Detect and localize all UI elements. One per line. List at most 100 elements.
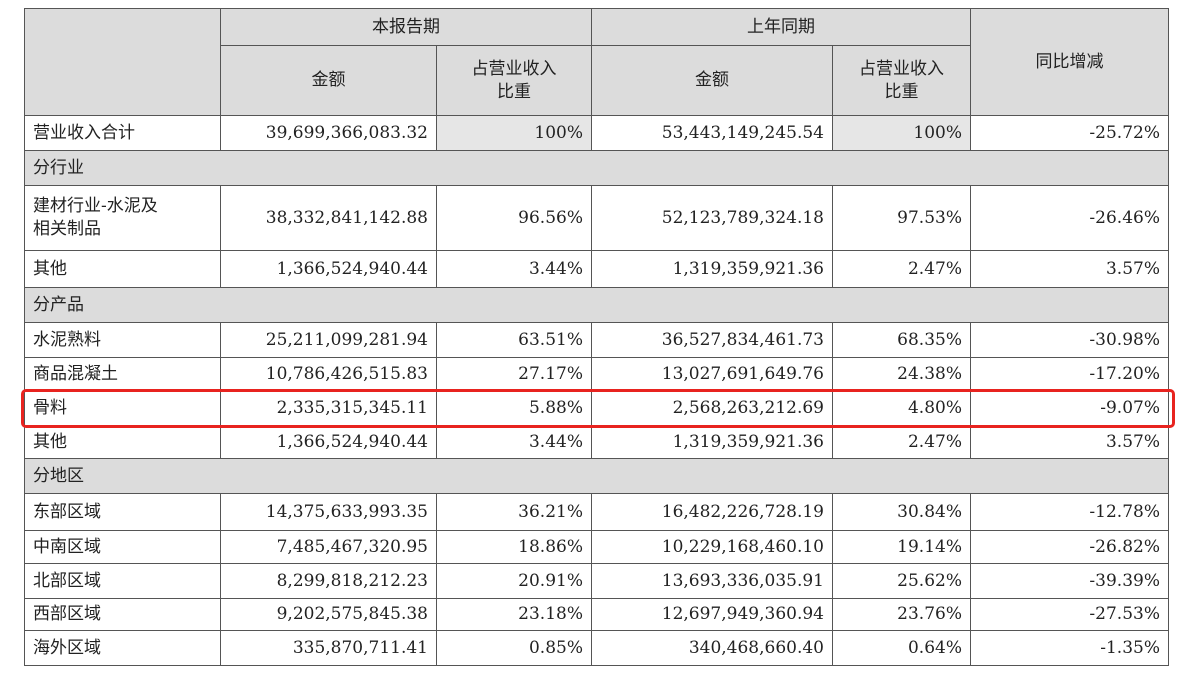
value-cell: 0.64% — [832, 630, 971, 666]
value-cell: 340,468,660.40 — [591, 630, 833, 666]
data-row: 营业收入合计 39,699,366,083.32 100% 53,443,149,24… — [24, 115, 1169, 151]
value-cell: 30.84% — [832, 493, 971, 531]
row-label: 营业收入合计 — [24, 115, 221, 151]
value-cell: 18.86% — [436, 530, 592, 564]
value-cell: 1,366,524,940.44 — [220, 425, 437, 459]
group-header: 本报告期 — [220, 8, 592, 46]
data-row: 西部区域 9,202,575,845.38 23.18% 12,697,949,360… — [24, 598, 1169, 631]
group-header: 上年同期 — [591, 8, 971, 46]
data-row: 水泥熟料 25,211,099,281.94 63.51% 36,527,834,46… — [24, 322, 1169, 358]
value-cell: 13,027,691,649.76 — [591, 357, 833, 391]
data-row: 建材行业-水泥及 相关制品 38,332,841,142.88 96.56% 52,1… — [24, 185, 1169, 251]
value-cell: 1,319,359,921.36 — [591, 250, 833, 288]
column-header: 金额 — [591, 45, 833, 116]
row-label: 北部区域 — [24, 563, 221, 599]
value-cell: 68.35% — [832, 322, 971, 358]
value-cell: 10,786,426,515.83 — [220, 357, 437, 391]
value-cell: 3.57% — [970, 250, 1169, 288]
value-cell: 38,332,841,142.88 — [220, 185, 437, 251]
value-cell: -30.98% — [970, 322, 1169, 358]
value-cell: 9,202,575,845.38 — [220, 598, 437, 631]
data-row: 其他 1,366,524,940.44 3.44% 1,319,359,921.36 2… — [24, 425, 1169, 459]
value-cell: 52,123,789,324.18 — [591, 185, 833, 251]
value-cell: 2.47% — [832, 250, 971, 288]
value-cell: -27.53% — [970, 598, 1169, 631]
column-header: 占营业收入 比重 — [832, 45, 971, 116]
value-cell: 53,443,149,245.54 — [591, 115, 833, 151]
value-cell: 39,699,366,083.32 — [220, 115, 437, 151]
data-row: 骨料 2,335,315,345.11 5.88% 2,568,263,212.69 4… — [24, 390, 1169, 426]
value-cell: 3.44% — [436, 425, 592, 459]
revenue-table: 本报告期 上年同期 同比增减 金额 占营业收入 比重 金额 占营业收入 比重 营… — [24, 8, 1169, 666]
value-cell: 2,335,315,345.11 — [220, 390, 437, 426]
value-cell: 16,482,226,728.19 — [591, 493, 833, 531]
value-cell: 19.14% — [832, 530, 971, 564]
value-cell: -26.82% — [970, 530, 1169, 564]
row-label: 其他 — [24, 425, 221, 459]
section-row: 分地区 — [24, 458, 1169, 494]
value-cell: 10,229,168,460.10 — [591, 530, 833, 564]
column-header: 同比增减 — [970, 8, 1169, 116]
data-row: 中南区域 7,485,467,320.95 18.86% 10,229,168,460… — [24, 530, 1169, 564]
value-cell: 0.85% — [436, 630, 592, 666]
section-label: 分行业 — [24, 150, 1169, 186]
value-cell: 2.47% — [832, 425, 971, 459]
value-cell: 36,527,834,461.73 — [591, 322, 833, 358]
row-label: 海外区域 — [24, 630, 221, 666]
value-cell: -26.46% — [970, 185, 1169, 251]
value-cell: 13,693,336,035.91 — [591, 563, 833, 599]
value-cell: 8,299,818,212.23 — [220, 563, 437, 599]
data-row: 商品混凝土 10,786,426,515.83 27.17% 13,027,691,6… — [24, 357, 1169, 391]
value-cell: 7,485,467,320.95 — [220, 530, 437, 564]
value-cell: -17.20% — [970, 357, 1169, 391]
value-cell: 2,568,263,212.69 — [591, 390, 833, 426]
section-row: 分行业 — [24, 150, 1169, 186]
row-label: 商品混凝土 — [24, 357, 221, 391]
value-cell: -9.07% — [970, 390, 1169, 426]
row-label: 西部区域 — [24, 598, 221, 631]
value-cell: 96.56% — [436, 185, 592, 251]
value-cell: 100% — [832, 115, 971, 151]
data-row: 东部区域 14,375,633,993.35 36.21% 16,482,226,72… — [24, 493, 1169, 531]
column-header: 占营业收入 比重 — [436, 45, 592, 116]
value-cell: 5.88% — [436, 390, 592, 426]
value-cell: 23.76% — [832, 598, 971, 631]
value-cell: 3.44% — [436, 250, 592, 288]
value-cell: -39.39% — [970, 563, 1169, 599]
row-label: 其他 — [24, 250, 221, 288]
value-cell: 25,211,099,281.94 — [220, 322, 437, 358]
row-label: 建材行业-水泥及 相关制品 — [24, 185, 221, 251]
value-cell: 100% — [436, 115, 592, 151]
value-cell: 20.91% — [436, 563, 592, 599]
section-row: 分产品 — [24, 287, 1169, 323]
row-label: 水泥熟料 — [24, 322, 221, 358]
value-cell: 63.51% — [436, 322, 592, 358]
row-label: 骨料 — [24, 390, 221, 426]
section-label: 分产品 — [24, 287, 1169, 323]
value-cell: 335,870,711.41 — [220, 630, 437, 666]
value-cell: 1,366,524,940.44 — [220, 250, 437, 288]
value-cell: 27.17% — [436, 357, 592, 391]
value-cell: 23.18% — [436, 598, 592, 631]
value-cell: 24.38% — [832, 357, 971, 391]
value-cell: 1,319,359,921.36 — [591, 425, 833, 459]
section-label: 分地区 — [24, 458, 1169, 494]
value-cell: -25.72% — [970, 115, 1169, 151]
row-label: 东部区域 — [24, 493, 221, 531]
value-cell: 12,697,949,360.94 — [591, 598, 833, 631]
data-row: 其他 1,366,524,940.44 3.44% 1,319,359,921.36 2… — [24, 250, 1169, 288]
column-header: 金额 — [220, 45, 437, 116]
data-row: 北部区域 8,299,818,212.23 20.91% 13,693,336,035… — [24, 563, 1169, 599]
row-label: 中南区域 — [24, 530, 221, 564]
value-cell: 4.80% — [832, 390, 971, 426]
value-cell: -12.78% — [970, 493, 1169, 531]
value-cell: -1.35% — [970, 630, 1169, 666]
value-cell: 3.57% — [970, 425, 1169, 459]
value-cell: 36.21% — [436, 493, 592, 531]
value-cell: 25.62% — [832, 563, 971, 599]
value-cell: 14,375,633,993.35 — [220, 493, 437, 531]
corner-cell — [24, 8, 221, 116]
data-row: 海外区域 335,870,711.41 0.85% 340,468,660.40 0.6… — [24, 630, 1169, 666]
value-cell: 97.53% — [832, 185, 971, 251]
